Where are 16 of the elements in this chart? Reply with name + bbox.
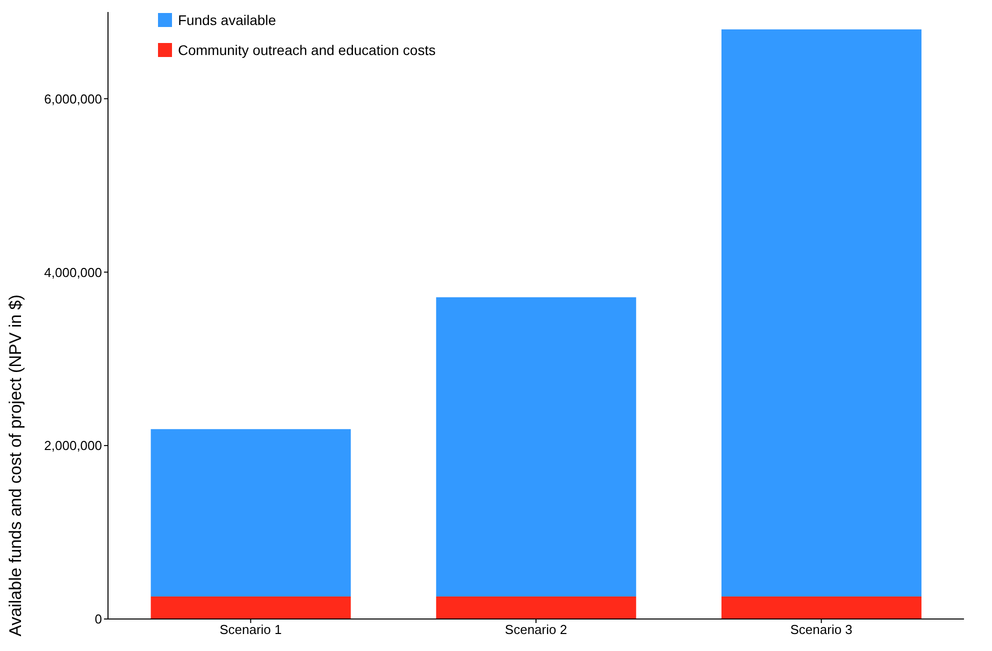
legend-label: Community outreach and education costs — [178, 42, 436, 58]
bar — [436, 297, 636, 596]
bar — [150, 596, 351, 619]
y-tick-label: 2,000,000 — [44, 438, 102, 454]
y-axis-title: Available funds and cost of project (NPV in $) — [6, 294, 26, 636]
x-tick-label: Scenario 3 — [790, 622, 852, 638]
legend-label: Funds available — [178, 12, 276, 28]
bar — [150, 429, 351, 596]
y-tick-label: 6,000,000 — [44, 91, 102, 106]
bar — [721, 596, 922, 619]
y-tick-label: 0 — [94, 612, 102, 627]
bar — [721, 29, 922, 596]
x-tick-label: Scenario 2 — [504, 622, 568, 638]
y-tick-label: 4,000,000 — [44, 264, 102, 280]
bar — [436, 596, 636, 619]
x-tick-label: Scenario 1 — [220, 622, 282, 638]
